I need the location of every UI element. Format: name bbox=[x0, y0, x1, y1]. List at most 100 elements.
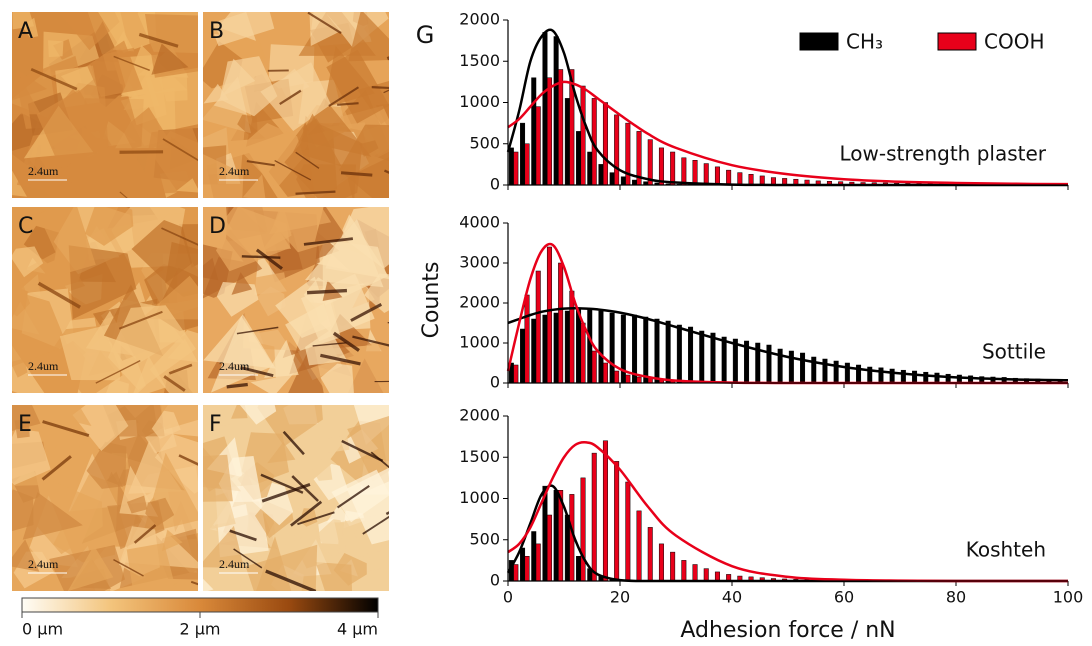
bar bbox=[879, 368, 883, 383]
bar bbox=[670, 552, 674, 581]
panel-label: G bbox=[416, 21, 435, 49]
y-tick-label: 0 bbox=[490, 373, 500, 392]
bar bbox=[693, 160, 697, 185]
bar bbox=[581, 478, 585, 581]
bar bbox=[626, 123, 630, 185]
panel-letter: E bbox=[18, 412, 32, 437]
bar bbox=[536, 271, 540, 383]
afm-image: C 2.4um bbox=[0, 181, 231, 416]
colorbar-tick-label: 4 μm bbox=[337, 620, 378, 639]
chart-label: Sottile bbox=[982, 340, 1046, 364]
scale-bar-label: 2.4um bbox=[28, 164, 59, 178]
bar bbox=[749, 174, 753, 185]
x-tick-label: 100 bbox=[1053, 588, 1084, 607]
texture bbox=[0, 366, 235, 627]
bar bbox=[547, 78, 551, 185]
bar bbox=[621, 177, 625, 185]
texture bbox=[164, 0, 433, 231]
legend-swatch bbox=[938, 33, 976, 50]
y-tick-label: 2000 bbox=[459, 293, 500, 312]
scale-bar-label: 2.4um bbox=[219, 164, 250, 178]
bar bbox=[554, 490, 558, 581]
legend-swatch bbox=[800, 33, 838, 50]
x-tick-label: 60 bbox=[834, 588, 854, 607]
chart-label: Low-strength plaster bbox=[840, 142, 1047, 166]
y-tick-label: 1000 bbox=[459, 333, 500, 352]
bar bbox=[514, 565, 518, 582]
bar bbox=[614, 115, 618, 185]
bar bbox=[700, 331, 704, 383]
bar bbox=[726, 170, 730, 185]
bar bbox=[682, 158, 686, 185]
bar bbox=[547, 247, 551, 383]
bar bbox=[588, 152, 592, 185]
y-axis-title: Counts bbox=[419, 262, 444, 339]
facet bbox=[48, 40, 63, 57]
y-tick-label: 1000 bbox=[459, 488, 500, 507]
scale-bar-label: 2.4um bbox=[219, 557, 250, 571]
bar bbox=[659, 148, 663, 185]
bar bbox=[558, 70, 562, 186]
bar bbox=[677, 325, 681, 383]
bar bbox=[581, 86, 585, 185]
y-tick-label: 1500 bbox=[459, 447, 500, 466]
bar bbox=[688, 327, 692, 383]
bar bbox=[514, 365, 518, 383]
scale-bar-label: 2.4um bbox=[28, 359, 59, 373]
bar bbox=[610, 313, 614, 383]
panel-letter: C bbox=[18, 214, 33, 239]
bar bbox=[581, 323, 585, 383]
bar bbox=[576, 556, 580, 581]
bar bbox=[554, 37, 558, 186]
bar bbox=[570, 291, 574, 383]
y-tick-label: 2000 bbox=[459, 10, 500, 29]
x-axis-title: Adhesion force / nN bbox=[680, 618, 895, 642]
bar bbox=[532, 78, 536, 185]
bar bbox=[525, 144, 529, 185]
legend-label: COOH bbox=[984, 30, 1045, 54]
bar bbox=[715, 167, 719, 185]
bar bbox=[637, 377, 641, 383]
edge bbox=[388, 323, 410, 324]
bar bbox=[603, 103, 607, 186]
bar bbox=[890, 369, 894, 383]
bar bbox=[565, 98, 569, 185]
panel-letter: D bbox=[209, 214, 226, 239]
edge bbox=[386, 495, 422, 514]
y-tick-label: 1500 bbox=[459, 51, 500, 70]
bar bbox=[536, 107, 540, 185]
afm-image: B 2.4um bbox=[164, 0, 433, 231]
scale-bar-label: 2.4um bbox=[28, 557, 59, 571]
afm-image: A2.4um bbox=[0, 0, 216, 217]
panel-letter: F bbox=[209, 412, 222, 437]
bar bbox=[599, 164, 603, 185]
y-tick-label: 4000 bbox=[459, 213, 500, 232]
bar bbox=[715, 572, 719, 581]
y-tick-label: 2000 bbox=[459, 406, 500, 425]
bar bbox=[738, 173, 742, 185]
texture bbox=[182, 171, 410, 418]
bar bbox=[946, 374, 950, 383]
bar bbox=[659, 544, 663, 581]
bar bbox=[834, 361, 838, 383]
bar bbox=[760, 176, 764, 185]
bar bbox=[592, 351, 596, 383]
x-tick-label: 0 bbox=[503, 588, 513, 607]
bar bbox=[603, 363, 607, 383]
bar bbox=[912, 371, 916, 383]
bar bbox=[576, 309, 580, 383]
legend-label: CH₃ bbox=[846, 30, 883, 54]
y-tick-label: 1000 bbox=[459, 92, 500, 111]
bar bbox=[800, 353, 804, 383]
bar bbox=[621, 315, 625, 383]
bar bbox=[592, 453, 596, 581]
bar bbox=[603, 441, 607, 581]
panel-letter: B bbox=[209, 19, 224, 44]
bar bbox=[682, 560, 686, 581]
bar bbox=[525, 295, 529, 383]
bar bbox=[670, 152, 674, 185]
y-tick-label: 0 bbox=[490, 175, 500, 194]
bar bbox=[924, 372, 928, 383]
bar bbox=[626, 482, 630, 581]
